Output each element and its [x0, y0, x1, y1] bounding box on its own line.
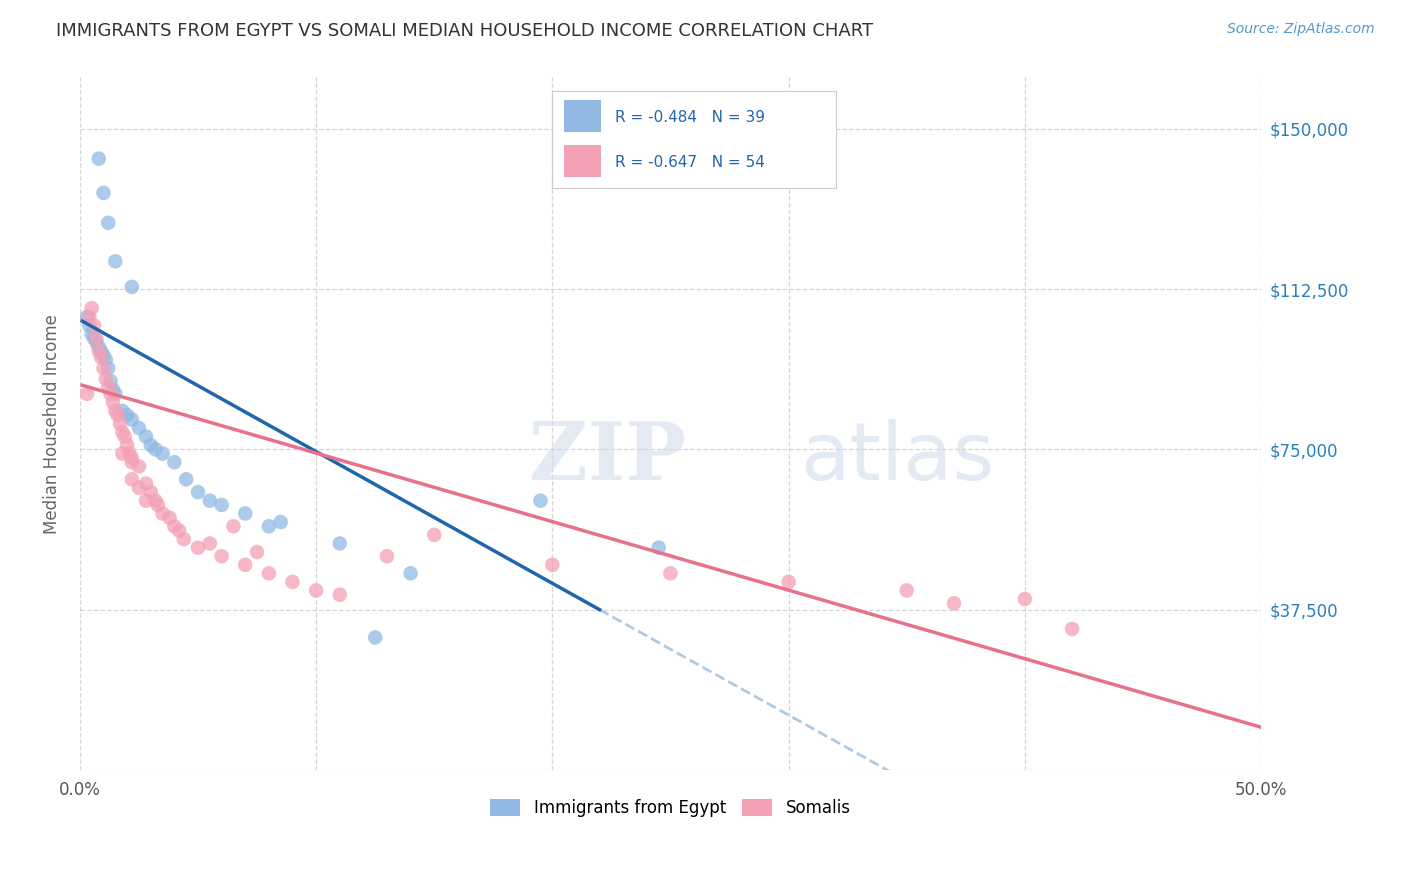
Text: atlas: atlas	[800, 419, 995, 498]
Point	[529, 493, 551, 508]
Point	[76, 310, 98, 324]
Point	[211, 549, 233, 564]
Point	[100, 386, 122, 401]
Point	[152, 507, 174, 521]
Point	[211, 498, 233, 512]
Point	[659, 566, 682, 581]
Point	[1062, 622, 1084, 636]
Point	[163, 455, 186, 469]
Point	[104, 386, 127, 401]
Point	[114, 429, 136, 443]
Point	[173, 532, 195, 546]
Point	[93, 361, 115, 376]
Point	[104, 254, 127, 268]
Point	[187, 485, 209, 500]
Point	[128, 459, 150, 474]
Point	[159, 510, 181, 524]
Point	[108, 417, 131, 431]
Point	[80, 301, 103, 316]
Point	[121, 472, 143, 486]
Point	[139, 485, 162, 500]
Point	[121, 455, 143, 469]
Point	[135, 429, 157, 443]
Point	[101, 383, 124, 397]
Point	[90, 351, 112, 365]
Point	[152, 447, 174, 461]
Point	[541, 558, 564, 572]
Point	[281, 574, 304, 589]
Point	[93, 348, 115, 362]
Point	[97, 361, 120, 376]
Text: Source: ZipAtlas.com: Source: ZipAtlas.com	[1227, 22, 1375, 37]
Point	[246, 545, 269, 559]
Point	[94, 352, 117, 367]
Point	[187, 541, 209, 555]
Point	[198, 536, 221, 550]
Point	[329, 536, 352, 550]
Point	[121, 412, 143, 426]
Point	[90, 344, 112, 359]
Point	[375, 549, 398, 564]
Point	[167, 524, 190, 538]
Point	[305, 583, 328, 598]
Point	[174, 472, 197, 486]
Point	[778, 574, 800, 589]
Point	[399, 566, 422, 581]
Point	[79, 318, 101, 333]
Point	[93, 186, 115, 200]
Point	[198, 493, 221, 508]
Point	[87, 152, 110, 166]
Point	[97, 380, 120, 394]
Point	[139, 438, 162, 452]
Point	[80, 326, 103, 341]
Legend: Immigrants from Egypt, Somalis: Immigrants from Egypt, Somalis	[484, 792, 858, 824]
Point	[86, 335, 108, 350]
Point	[115, 408, 138, 422]
Point	[329, 588, 352, 602]
Point	[257, 519, 280, 533]
Point	[97, 216, 120, 230]
Point	[222, 519, 245, 533]
Y-axis label: Median Household Income: Median Household Income	[44, 314, 60, 533]
Point	[145, 442, 167, 457]
Point	[647, 541, 669, 555]
Point	[121, 280, 143, 294]
Point	[146, 498, 169, 512]
Text: ZIP: ZIP	[529, 419, 686, 498]
Point	[111, 447, 134, 461]
Point	[1014, 592, 1036, 607]
Point	[121, 450, 143, 465]
Point	[87, 340, 110, 354]
Point	[423, 528, 446, 542]
Point	[270, 515, 292, 529]
Point	[115, 438, 138, 452]
Point	[896, 583, 918, 598]
Point	[86, 331, 108, 345]
Point	[128, 481, 150, 495]
Point	[79, 310, 101, 324]
Point	[83, 331, 105, 345]
Point	[94, 372, 117, 386]
Point	[87, 344, 110, 359]
Point	[101, 395, 124, 409]
Point	[83, 318, 105, 333]
Point	[257, 566, 280, 581]
Point	[233, 558, 256, 572]
Point	[118, 447, 141, 461]
Point	[76, 386, 98, 401]
Point	[111, 425, 134, 440]
Point	[163, 519, 186, 533]
Text: IMMIGRANTS FROM EGYPT VS SOMALI MEDIAN HOUSEHOLD INCOME CORRELATION CHART: IMMIGRANTS FROM EGYPT VS SOMALI MEDIAN H…	[56, 22, 873, 40]
Point	[145, 493, 167, 508]
Point	[128, 421, 150, 435]
Point	[107, 408, 129, 422]
Point	[135, 476, 157, 491]
Point	[364, 631, 387, 645]
Point	[111, 404, 134, 418]
Point	[233, 507, 256, 521]
Point	[100, 374, 122, 388]
Point	[135, 493, 157, 508]
Point	[943, 596, 966, 610]
Point	[104, 404, 127, 418]
